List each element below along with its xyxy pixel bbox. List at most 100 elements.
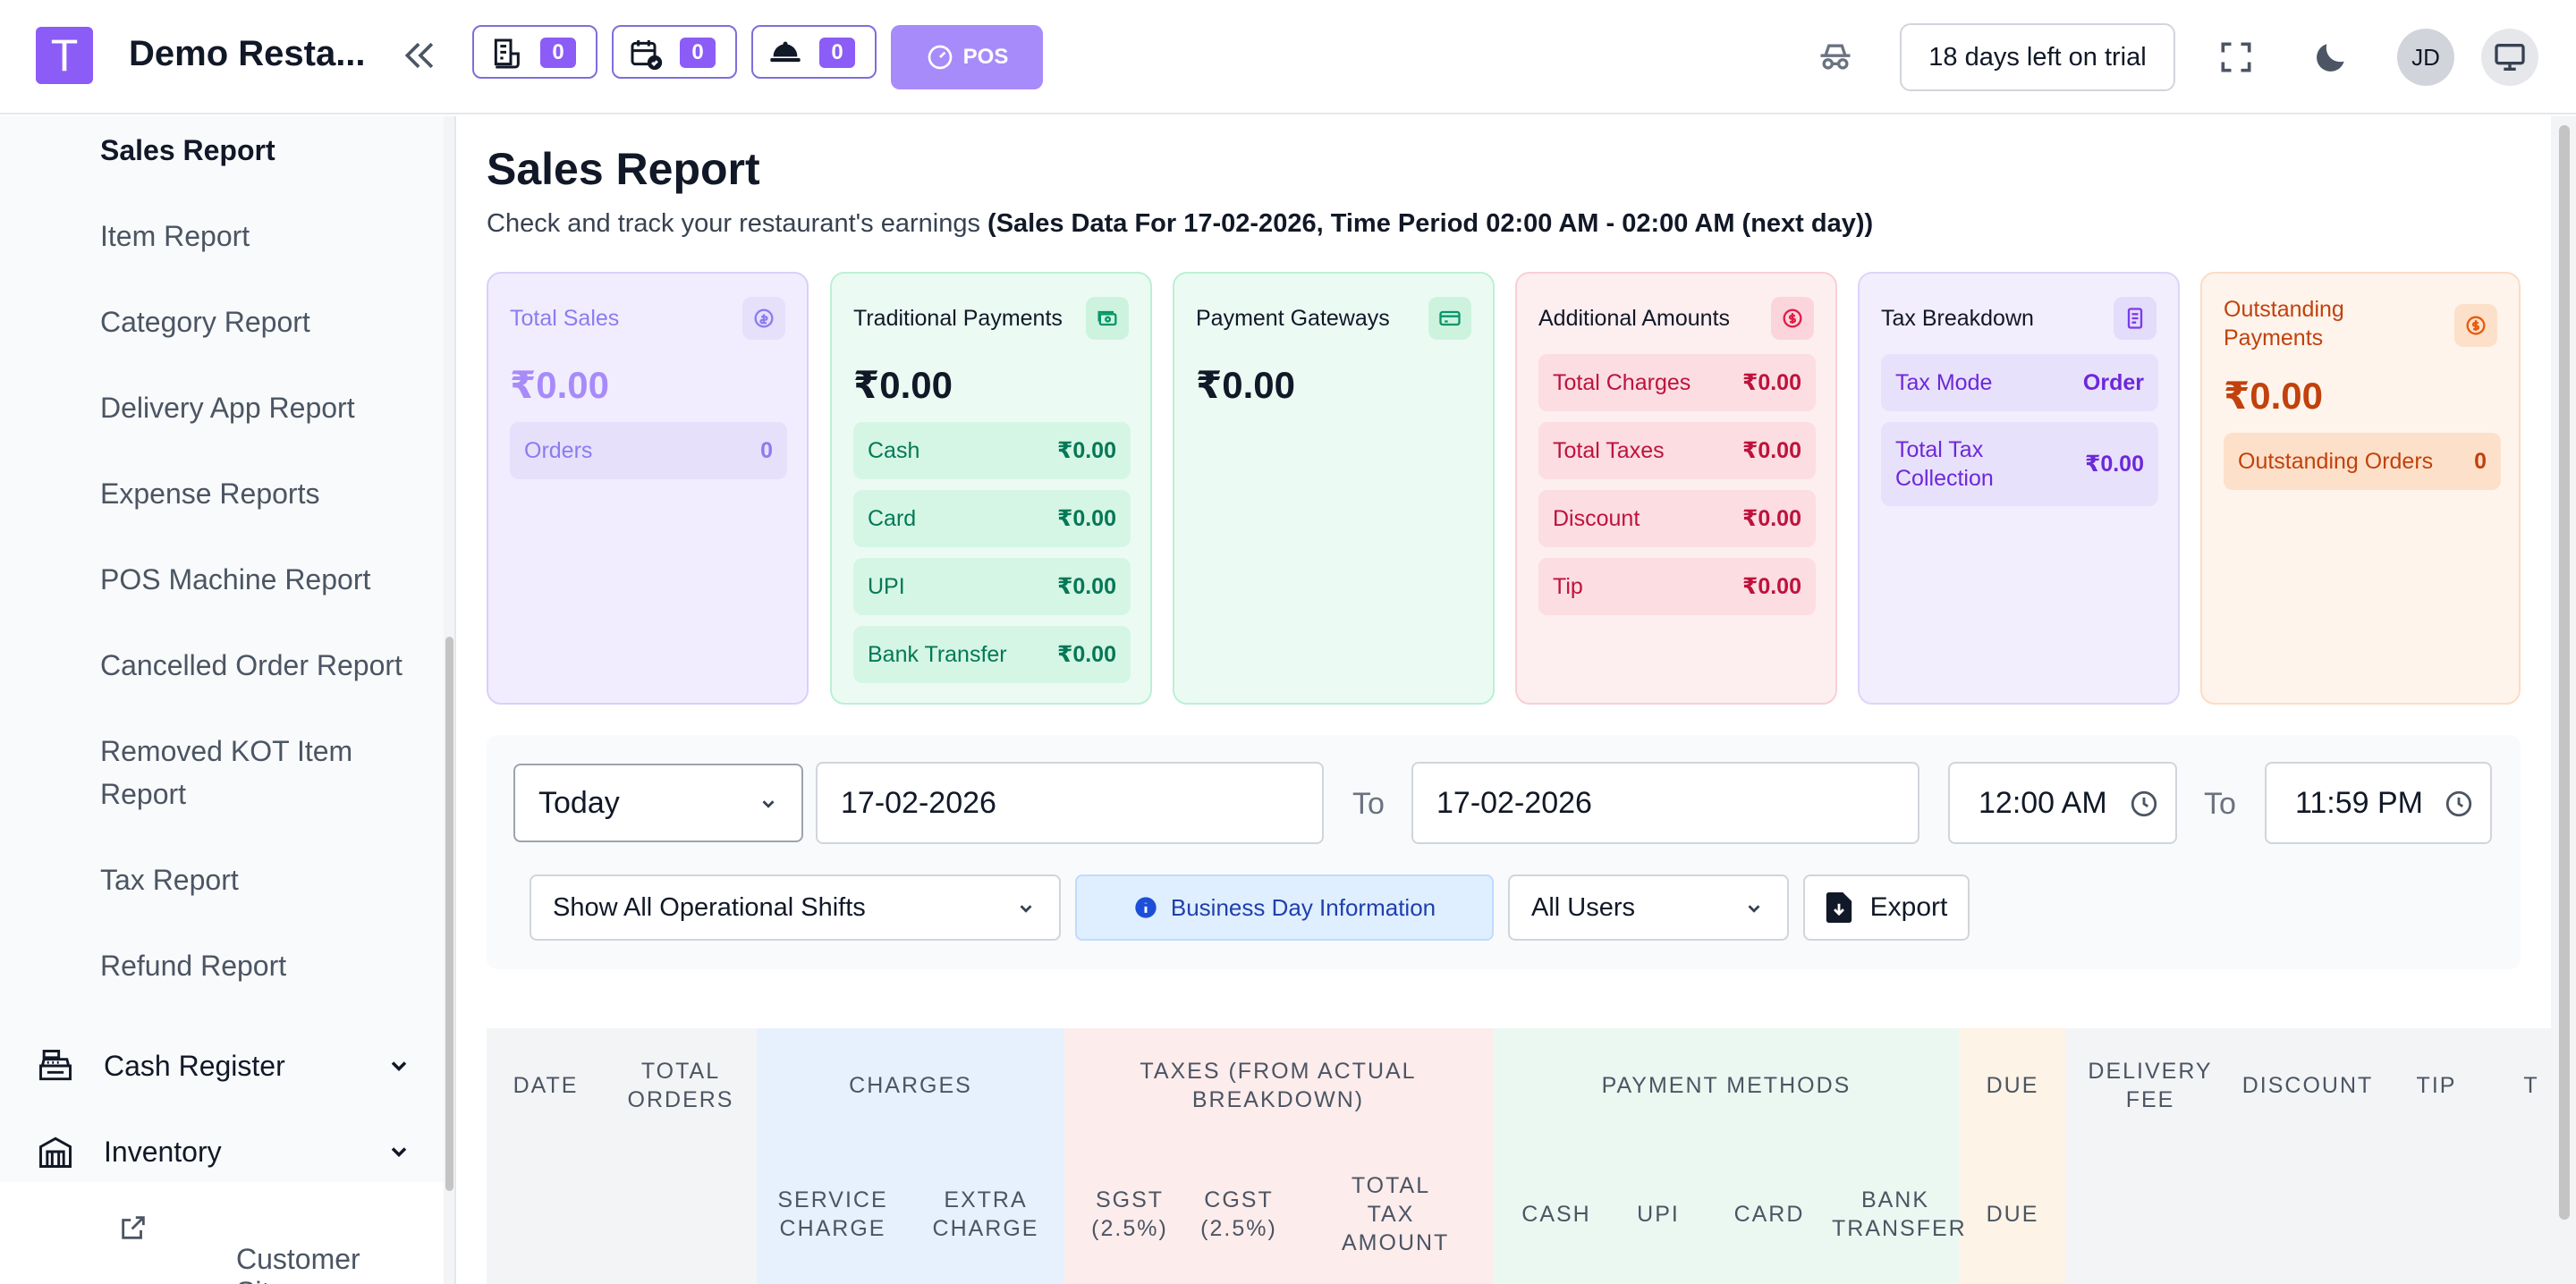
collapse-sidebar-icon[interactable]	[401, 36, 440, 75]
col-cash: CASH	[1521, 1202, 1591, 1227]
document-icon	[2114, 297, 2157, 340]
col-charges: CHARGES	[849, 1073, 972, 1098]
charges-band	[757, 1028, 1064, 1284]
dark-mode-icon[interactable]	[2311, 38, 2351, 81]
shifts-select[interactable]: Show All Operational Shifts	[530, 874, 1061, 941]
col-tip: TIP	[2416, 1073, 2457, 1098]
user-avatar[interactable]: JD	[2397, 29, 2454, 86]
time-to-input[interactable]: 11:59 PM	[2265, 762, 2492, 844]
users-select[interactable]: All Users	[1508, 874, 1789, 941]
chevron-down-icon	[762, 800, 775, 808]
sidebar-item-tax-report[interactable]: Tax Report	[100, 864, 239, 896]
sidebar: Sales Report Item Report Category Report…	[0, 116, 456, 1284]
additional-amounts-card: Additional Amounts Total Charges ₹0.00 To…	[1515, 272, 1837, 705]
col-cgst: CGST (2.5%)	[1200, 1187, 1277, 1241]
download-file-icon	[1826, 892, 1852, 923]
period-select[interactable]: Today	[513, 764, 803, 842]
tip-row: Tip ₹0.00	[1538, 558, 1816, 615]
upi-row: UPI ₹0.00	[853, 558, 1131, 615]
to-label: To	[2204, 787, 2236, 821]
col-due: DUE	[1986, 1073, 2039, 1098]
sidebar-item-item-report[interactable]: Item Report	[100, 220, 250, 252]
tax-mode-row: Tax Mode Order	[1881, 354, 2158, 411]
sidebar-group-cash-register[interactable]: Cash Register	[36, 1041, 411, 1091]
trial-status-button[interactable]: 18 days left on trial	[1900, 23, 2175, 91]
total-sales-amount: ₹0.00	[510, 364, 609, 406]
col-service-charge: SERVICE CHARGE	[777, 1187, 888, 1241]
sidebar-item-delivery-app-report[interactable]: Delivery App Report	[100, 392, 355, 424]
export-button[interactable]: Export	[1803, 874, 1970, 941]
time-from-input[interactable]: 12:00 AM	[1948, 762, 2177, 844]
orders-badge-button[interactable]: 0	[472, 25, 597, 79]
dollar-circle-icon	[2454, 304, 2497, 347]
col-sgst: SGST (2.5%)	[1091, 1187, 1168, 1241]
main-scrollbar-thumb[interactable]	[2559, 125, 2570, 1220]
external-link-icon	[122, 1216, 145, 1239]
monitor-icon[interactable]	[2481, 29, 2538, 86]
reservations-count: 0	[680, 38, 716, 68]
sidebar-scrollbar-thumb[interactable]	[445, 637, 453, 1191]
total-charges-row: Total Charges ₹0.00	[1538, 354, 1816, 411]
tax-breakdown-card: Tax Breakdown Tax Mode Order Total Tax Co…	[1858, 272, 2180, 705]
sidebar-item-sales-report[interactable]: Sales Report	[100, 134, 275, 166]
col-bank-transfer: BANK TRANSFER	[1832, 1187, 1967, 1241]
customer-site-link[interactable]: Customer Site	[0, 1182, 444, 1284]
date-from-input[interactable]: 17-02-2026	[816, 762, 1324, 844]
sales-target-icon	[742, 297, 785, 340]
top-header: T Demo Resta... 0 0 0 POS 18 days left o…	[0, 0, 2576, 114]
col-total-orders: TOTAL ORDERS	[627, 1059, 734, 1112]
bank-transfer-row: Bank Transfer ₹0.00	[853, 626, 1131, 683]
total-taxes-row: Total Taxes ₹0.00	[1538, 422, 1816, 479]
page-subtitle-period: (Sales Data For 17-02-2026, Time Period …	[987, 209, 1874, 238]
sidebar-item-cancelled-order-report[interactable]: Cancelled Order Report	[100, 649, 402, 681]
col-payment-methods: PAYMENT METHODS	[1601, 1073, 1852, 1098]
cash-row: Cash ₹0.00	[853, 422, 1131, 479]
sidebar-item-refund-report[interactable]: Refund Report	[100, 950, 287, 982]
col-upi: UPI	[1637, 1202, 1680, 1227]
info-icon	[1135, 897, 1157, 918]
fullscreen-icon[interactable]	[2216, 38, 2256, 81]
orders-row: Orders 0	[510, 422, 787, 479]
traditional-payments-card: Traditional Payments ₹0.00 Cash ₹0.00 Car…	[830, 272, 1152, 705]
food-cloche-icon	[770, 41, 801, 63]
col-delivery-fee: DELIVERY FEE	[2088, 1059, 2213, 1112]
reservations-badge-button[interactable]: 0	[612, 25, 737, 79]
gauge-icon	[928, 45, 952, 70]
waiter-requests-count: 0	[819, 38, 855, 68]
col-date: DATE	[513, 1073, 579, 1098]
orders-count: 0	[540, 38, 576, 68]
date-to-input[interactable]: 17-02-2026	[1411, 762, 1919, 844]
clock-icon	[2445, 790, 2472, 817]
sidebar-item-removed-kot-item-report[interactable]: Removed KOT Item Report	[100, 735, 353, 810]
receipt-icon	[494, 38, 520, 69]
card-row: Card ₹0.00	[853, 490, 1131, 547]
payments-band	[1494, 1028, 1959, 1284]
col-taxes: TAXES (FROM ACTUAL BREAKDOWN)	[1140, 1059, 1417, 1112]
waiter-requests-badge-button[interactable]: 0	[751, 25, 877, 79]
sidebar-group-inventory[interactable]: Inventory	[36, 1127, 411, 1177]
cash-register-icon	[39, 1050, 72, 1081]
chevron-down-icon	[1748, 905, 1760, 913]
incognito-icon[interactable]	[1816, 38, 1855, 81]
total-sales-card: Total Sales ₹0.00 Orders 0	[487, 272, 809, 705]
outstanding-payments-card: Outstanding Payments ₹0.00 Outstanding O…	[2200, 272, 2521, 705]
business-day-info-button[interactable]: Business Day Information	[1075, 874, 1494, 941]
page-title: Sales Report	[487, 144, 760, 194]
outstanding-orders-row: Outstanding Orders 0	[2224, 433, 2501, 490]
chevron-down-icon	[1020, 905, 1032, 913]
app-logo[interactable]: T	[36, 27, 93, 84]
inventory-icon	[39, 1136, 72, 1168]
to-label: To	[1352, 787, 1385, 821]
col-due-sub: DUE	[1986, 1202, 2039, 1227]
sidebar-item-pos-machine-report[interactable]: POS Machine Report	[100, 563, 371, 596]
chevron-down-icon	[391, 1061, 407, 1071]
pos-button[interactable]: POS	[891, 25, 1043, 89]
main-scrollbar[interactable]	[2551, 116, 2576, 1284]
page-subtitle: Check and track your restaurant's earnin…	[487, 209, 1874, 238]
traditional-payments-amount: ₹0.00	[853, 364, 953, 406]
dollar-circle-icon	[1771, 297, 1814, 340]
sidebar-item-category-report[interactable]: Category Report	[100, 306, 310, 338]
sidebar-item-expense-reports[interactable]: Expense Reports	[100, 477, 320, 510]
col-discount: DISCOUNT	[2241, 1073, 2374, 1098]
sales-table: DATE TOTAL ORDERS CHARGES TAXES (FROM AC…	[487, 1028, 2553, 1284]
